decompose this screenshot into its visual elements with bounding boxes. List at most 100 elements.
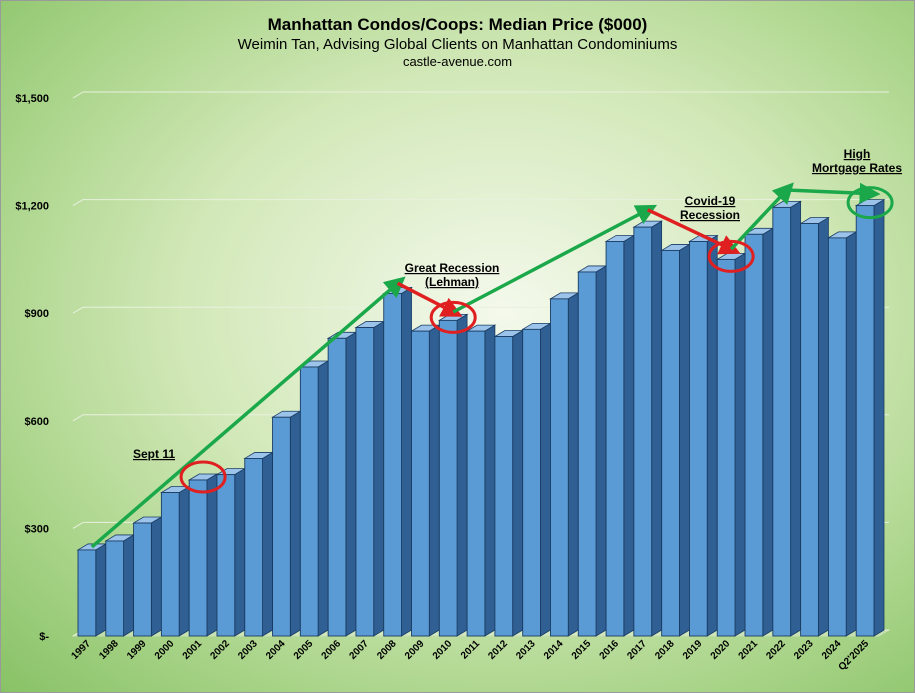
x-tick-label: 2017 (625, 638, 649, 662)
bar-side (512, 329, 524, 637)
x-tick-label: 2021 (737, 638, 761, 662)
bar (298, 360, 330, 637)
bar (854, 198, 886, 637)
bar-side (289, 410, 301, 637)
bar (410, 324, 441, 637)
chart-source: castle-avenue.com (402, 54, 513, 69)
annotation-label: Great Recession (405, 261, 500, 275)
bar (326, 331, 358, 637)
bar-front (355, 327, 375, 637)
bar (715, 252, 747, 637)
bar (743, 227, 775, 637)
x-tick-label: 2006 (320, 638, 344, 662)
bar-side (706, 234, 718, 637)
x-tick-label: 2013 (514, 638, 538, 662)
bar-side (818, 216, 829, 637)
decline-arrow (647, 208, 741, 255)
annotation-label: (Lehman) (425, 275, 479, 289)
y-tick-label: $1,200 (15, 201, 49, 213)
annotation-label: Mortgage Rates (812, 161, 902, 175)
bar-side (456, 313, 468, 637)
x-tick-label: 1999 (125, 638, 149, 662)
x-tick-label: 2003 (236, 638, 260, 662)
bar-side (845, 231, 857, 637)
bar-side (790, 200, 802, 637)
bar-side (206, 473, 218, 637)
bar-side (401, 286, 412, 637)
bar (215, 467, 247, 637)
bar-side (317, 360, 329, 637)
gridline-depth (72, 91, 84, 99)
bar-front (633, 226, 653, 637)
x-tick-label: 2005 (292, 638, 316, 662)
annotation-label: High (844, 147, 871, 161)
chart-title: Manhattan Condos/Coops: Median Price ($0… (267, 15, 648, 34)
bar-front (744, 233, 764, 637)
bar (132, 516, 163, 637)
bar (632, 220, 664, 637)
bar-side (123, 534, 134, 637)
bar-side (873, 198, 885, 637)
bar-side (262, 451, 273, 637)
bar-front (244, 458, 263, 637)
bar-side (178, 485, 190, 637)
bar (243, 451, 274, 637)
uptrend-arrow (452, 204, 658, 314)
x-tick-label: 2018 (653, 638, 677, 662)
bar (660, 243, 691, 637)
x-tick-label: 2010 (431, 638, 455, 662)
y-tick-label: $- (39, 631, 49, 643)
highlight-circle (707, 239, 755, 273)
x-tick-label: 2011 (459, 638, 482, 661)
bar-front (466, 330, 486, 637)
bar-front (522, 328, 541, 637)
bar-side (567, 292, 579, 637)
bar-front (77, 549, 97, 637)
x-tick-label: 2000 (153, 638, 177, 662)
x-tick-label: 2019 (681, 638, 705, 662)
bar (549, 292, 580, 637)
bar (271, 410, 302, 637)
bar-front (577, 271, 597, 637)
bar-side (373, 320, 385, 637)
x-tick-label: 2016 (598, 638, 622, 662)
x-tick-label: 2009 (403, 638, 427, 662)
bar-front (160, 492, 180, 637)
bar (493, 329, 525, 637)
bar-side (345, 331, 357, 637)
bar-front (716, 258, 736, 637)
bar (521, 322, 552, 637)
x-tick-label: 2001 (181, 638, 205, 662)
bar-side (234, 467, 246, 637)
y-tick-label: $600 (25, 416, 49, 428)
chart-subtitle: Weimin Tan, Advising Global Clients on M… (237, 36, 678, 53)
bar (771, 200, 803, 637)
bar (437, 313, 469, 637)
x-tick-label: Q2'2025 (837, 638, 872, 673)
bar-front (772, 206, 792, 637)
x-tick-label: 2004 (264, 638, 288, 662)
bar-front (550, 298, 569, 637)
bar (826, 231, 858, 637)
bar (187, 473, 219, 637)
gridline-depth (72, 414, 84, 422)
bar-front (272, 416, 291, 637)
highlight-circle (179, 460, 227, 494)
highlight-circle (429, 300, 477, 334)
uptrend-arrow (729, 182, 794, 251)
bar-side (540, 322, 551, 637)
annotation-label: Sept 11 (133, 447, 175, 461)
bar-front (661, 249, 680, 637)
gridline-depth (72, 521, 84, 529)
bar-side (651, 220, 663, 637)
title-block: Manhattan Condos/Coops: Median Price ($0… (1, 15, 914, 70)
bar (354, 320, 386, 637)
x-tick-label: 2024 (820, 638, 844, 662)
x-tick-label: 2008 (375, 638, 399, 662)
bar (604, 234, 636, 637)
uptrend-arrow (786, 182, 881, 204)
x-tick-label: 2022 (764, 638, 788, 662)
bar-side (428, 324, 440, 637)
bar-side (595, 265, 607, 637)
